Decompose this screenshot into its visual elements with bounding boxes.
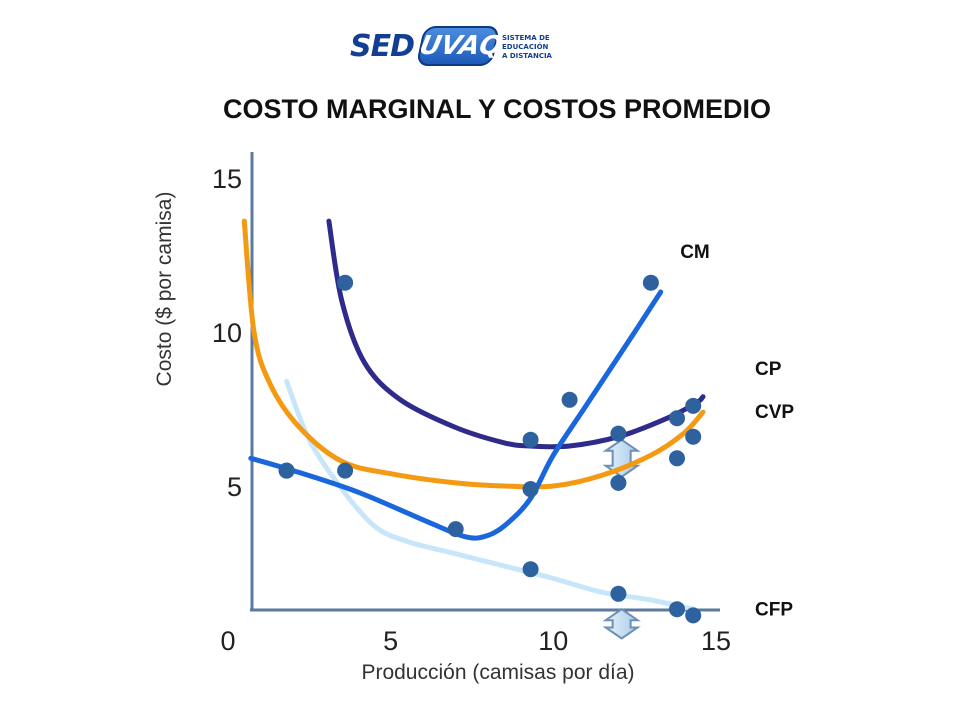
- axes: [250, 152, 720, 612]
- x-axis-label: Producción (camisas por día): [361, 661, 634, 684]
- logo-subline-1: SISTEMA DE: [502, 34, 550, 42]
- marker-cvp-3: [610, 474, 627, 491]
- y-axis-label: Costo ($ por camisa): [153, 192, 176, 387]
- y-tick-label-0: 5: [227, 472, 242, 502]
- marker-cfp-2: [669, 601, 685, 618]
- series-line-cvp: [241, 218, 706, 490]
- marker-cvp-0: [278, 462, 295, 479]
- marker-cm-4: [642, 274, 659, 291]
- series-label-cvp: CVP: [755, 402, 794, 423]
- logo-subline-3: A DISTANCIA: [502, 52, 552, 60]
- x-tick-label-0: 0: [220, 626, 235, 656]
- marker-cm-3: [561, 391, 578, 408]
- y-tick-label-1: 10: [212, 318, 242, 348]
- marker-cvp-1: [337, 462, 354, 479]
- marker-cp-0: [337, 274, 354, 291]
- marker-cfp-3: [685, 607, 702, 624]
- marker-cp-4: [685, 397, 702, 414]
- double-arrow-1: [602, 607, 641, 640]
- series-line-cp: [326, 218, 706, 450]
- marker-cm-1: [447, 521, 464, 538]
- logo-subline-2: EDUCACIÓN: [502, 43, 549, 51]
- series-label-cfp: CFP: [755, 599, 793, 620]
- chart-title: COSTO MARGINAL Y COSTOS PROMEDIO: [222, 94, 772, 124]
- marker-cvp-2: [522, 481, 539, 498]
- series-line-cfp: [284, 378, 696, 612]
- x-tick-label-1: 5: [383, 626, 398, 656]
- x-tick-label-2: 10: [538, 626, 568, 656]
- series-label-cm: CM: [680, 242, 710, 263]
- marker-cfp-0: [522, 561, 539, 578]
- marker-cfp-1: [610, 585, 627, 602]
- marker-cvp-4: [669, 450, 685, 467]
- series-label-cp: CP: [755, 359, 782, 380]
- x-tick-label-3: 15: [701, 626, 731, 656]
- marker-cp-2: [610, 425, 627, 442]
- marker-cvp-5: [685, 428, 702, 445]
- series-line-cm: [248, 289, 664, 541]
- marker-cp-3: [669, 410, 685, 427]
- logo: SED UVAQ SISTEMA DE EDUCACIÓN A DISTANCI…: [350, 26, 562, 70]
- y-tick-label-2: 15: [212, 164, 242, 194]
- logo-sed-text: SED: [350, 29, 415, 64]
- marker-cp-1: [522, 431, 539, 448]
